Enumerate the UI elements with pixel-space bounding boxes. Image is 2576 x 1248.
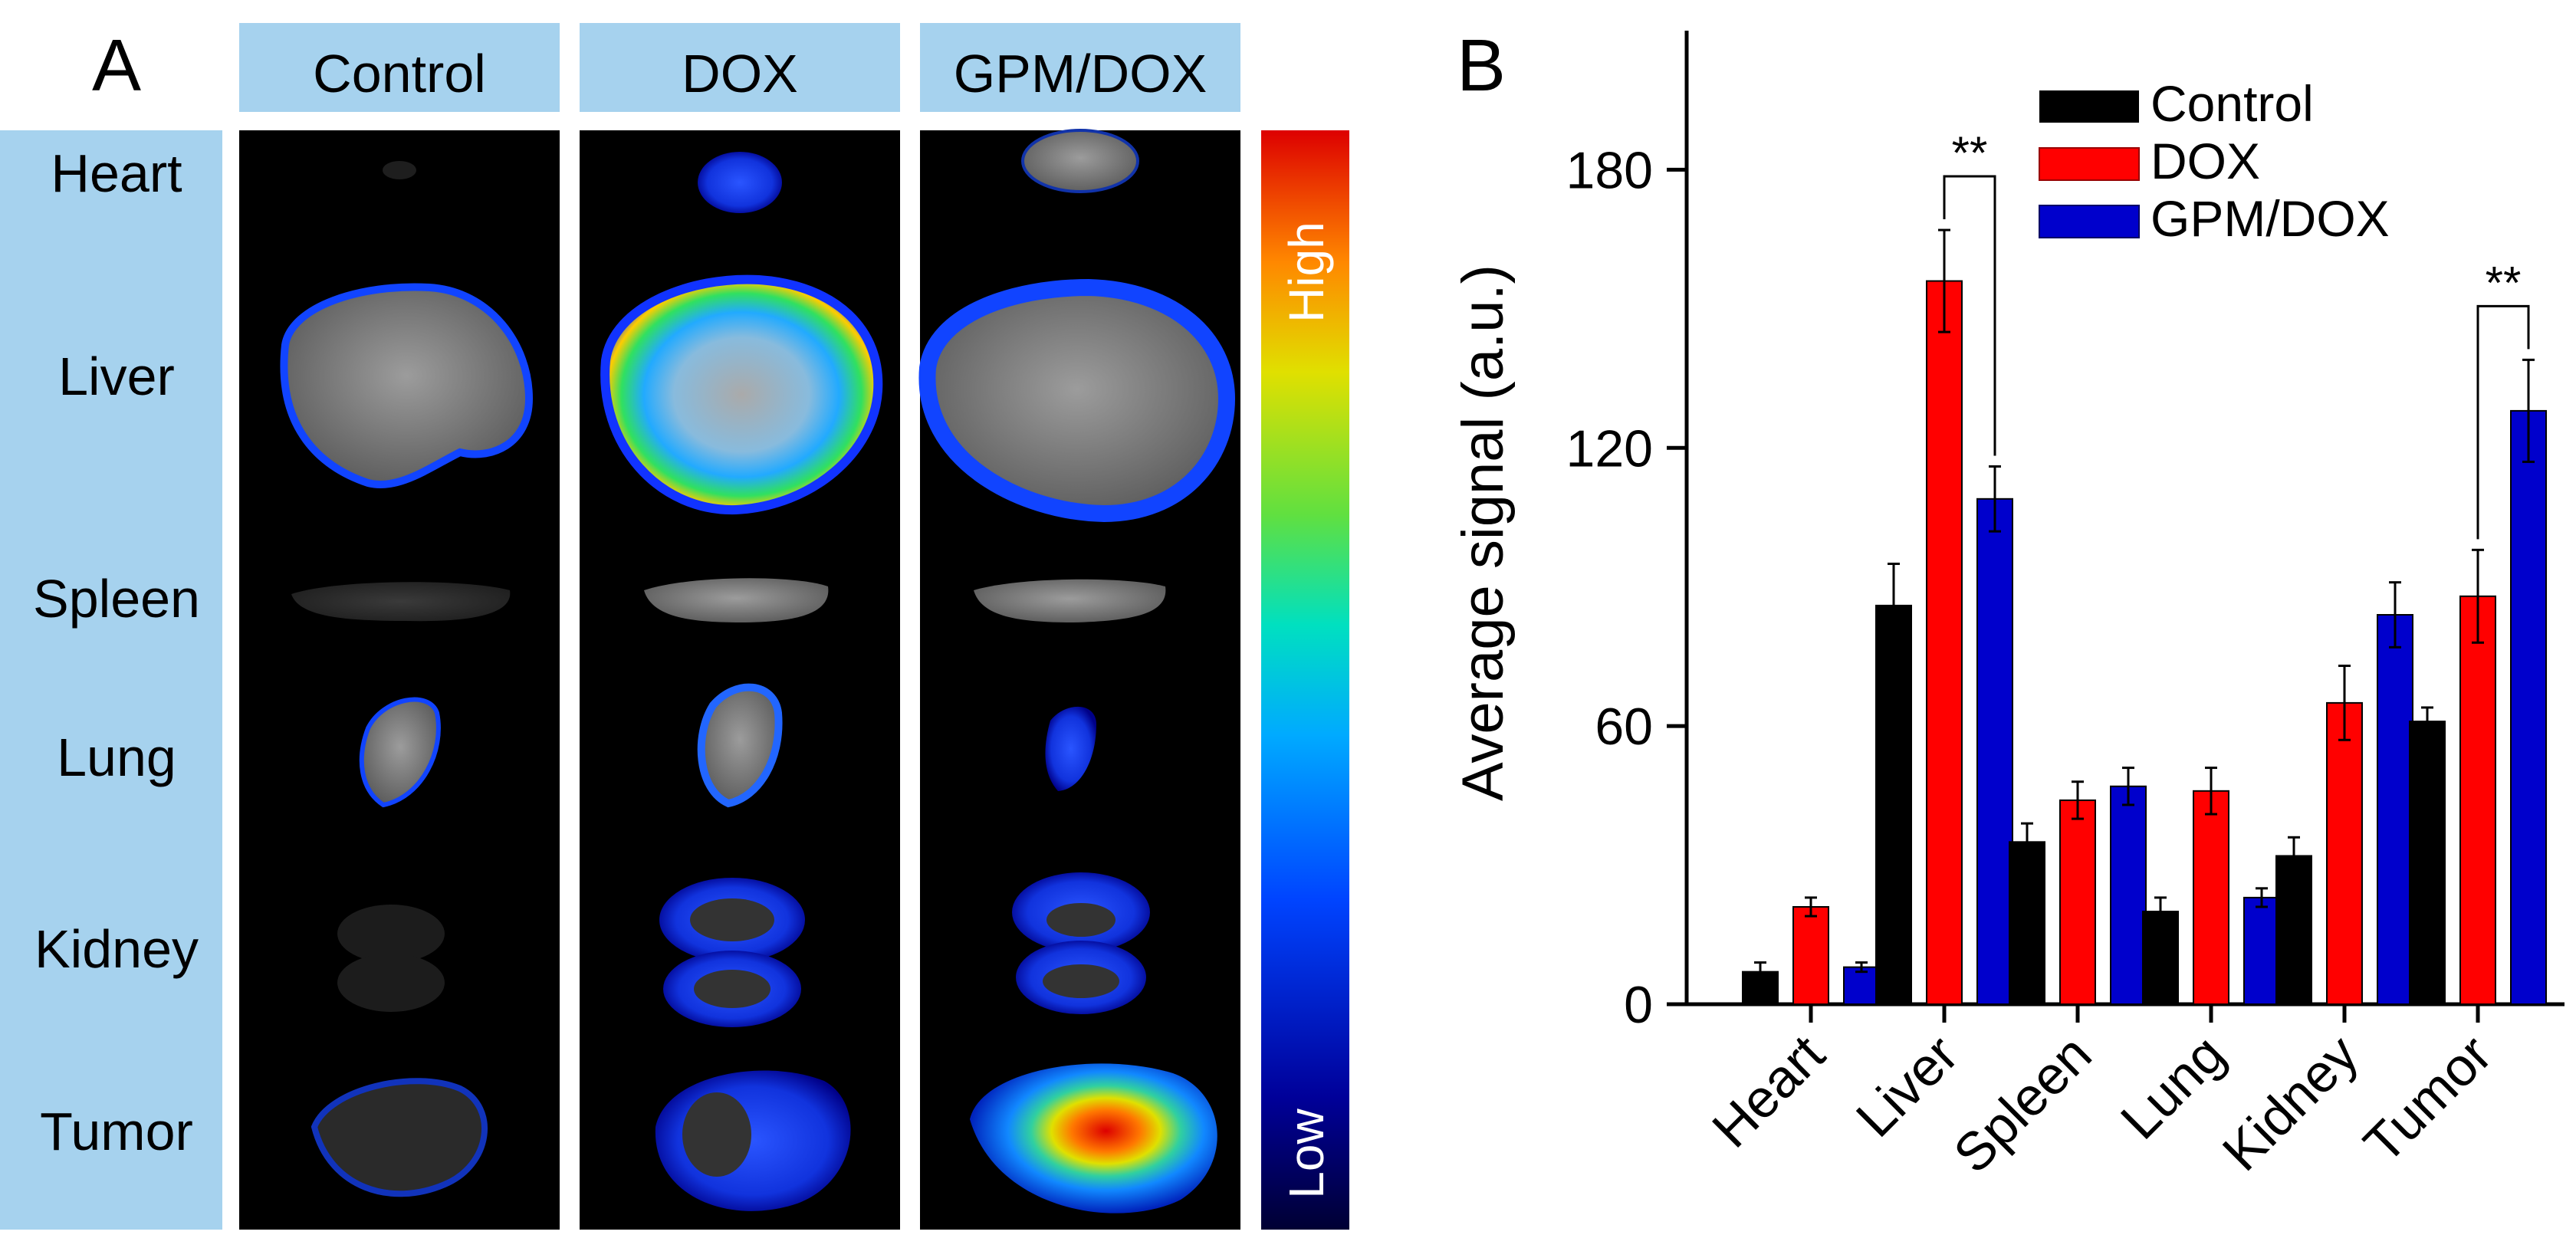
bar-lung-control <box>2142 911 2179 1005</box>
row-label-spleen: Spleen <box>33 569 200 629</box>
colorbar <box>1261 130 1349 1230</box>
bar-kidney-control <box>2275 855 2312 1005</box>
x-tick-label-spleen: Spleen <box>1942 1023 2102 1184</box>
column-header-dox: DOX <box>682 44 798 103</box>
x-tick-label-tumor: Tumor <box>2352 1023 2502 1174</box>
bar-kidney-dox <box>2326 701 2363 1006</box>
legend-label-dox: DOX <box>2150 133 2260 189</box>
legend: Control DOX GPM/DOX <box>2039 75 2390 247</box>
y-tick-label: 0 <box>1624 976 1653 1034</box>
bar-spleen-control <box>2009 841 2045 1006</box>
row-label-liver: Liver <box>58 346 175 406</box>
row-label-kidney: Kidney <box>34 919 199 979</box>
bar-spleen-dox <box>2059 799 2096 1006</box>
row-label-heart: Heart <box>51 143 182 203</box>
bar-spleen-gpm-dox <box>2110 785 2147 1006</box>
organs-control <box>280 161 534 1197</box>
y-tick-label: 60 <box>1595 698 1653 756</box>
y-tick-label: 120 <box>1566 419 1653 478</box>
organs-gpm-dox <box>918 129 1236 1214</box>
y-tick-label: 180 <box>1566 141 1653 199</box>
legend-swatch-gpm-dox <box>2039 205 2140 238</box>
bar-lung-gpm-dox <box>2243 896 2280 1006</box>
column-header-box <box>239 23 560 112</box>
bar-tumor-dox <box>2459 595 2496 1005</box>
x-tick-label-kidney: Kidney <box>2211 1023 2370 1182</box>
bar-liver-gpm-dox <box>1976 498 2013 1005</box>
bar-heart-dox <box>1792 906 1829 1005</box>
panel-b-letter: B <box>1457 25 1506 107</box>
row-label-strip <box>0 130 222 1230</box>
bar-tumor-control <box>2409 721 2446 1005</box>
significance-annotations: ** ** <box>1943 127 2530 540</box>
significance-bracket-tumor <box>2476 304 2530 540</box>
significance-label-liver: ** <box>1952 127 1988 179</box>
organs-dox <box>600 152 883 1211</box>
bar-kidney-gpm-dox <box>2377 614 2413 1005</box>
legend-label-control: Control <box>2150 75 2314 132</box>
row-label-lung: Lung <box>57 727 176 787</box>
panel-a-letter: A <box>92 25 141 107</box>
significance-bracket-liver <box>1943 175 1996 456</box>
x-tick-label-liver: Liver <box>1845 1023 1969 1148</box>
y-axis-label: Average signal (a.u.) <box>1451 264 1516 801</box>
legend-label-gpm-dox: GPM/DOX <box>2150 190 2390 247</box>
colorbar-low-label: Low <box>1279 1108 1334 1199</box>
legend-swatch-control <box>2039 90 2139 123</box>
bar-liver-dox <box>1926 280 1963 1006</box>
row-label-tumor: Tumor <box>40 1102 193 1161</box>
x-tick-label-lung: Lung <box>2109 1023 2236 1150</box>
bar-liver-control <box>1875 604 1912 1005</box>
y-ticks: 0 60 120 180 <box>1566 141 1687 1034</box>
legend-swatch-dox <box>2039 147 2140 181</box>
bar-lung-dox <box>2193 790 2229 1006</box>
colorbar-high-label: High <box>1279 222 1334 323</box>
bar-tumor-gpm-dox <box>2510 409 2547 1005</box>
column-header-control: Control <box>313 44 486 103</box>
significance-label-tumor: ** <box>2486 257 2522 308</box>
column-header-box <box>580 23 900 112</box>
column-header-gpm-dox: GPM/DOX <box>954 44 1208 103</box>
x-tick-label-heart: Heart <box>1700 1023 1835 1158</box>
column-header-box <box>920 23 1240 112</box>
bars <box>1742 228 2547 1006</box>
